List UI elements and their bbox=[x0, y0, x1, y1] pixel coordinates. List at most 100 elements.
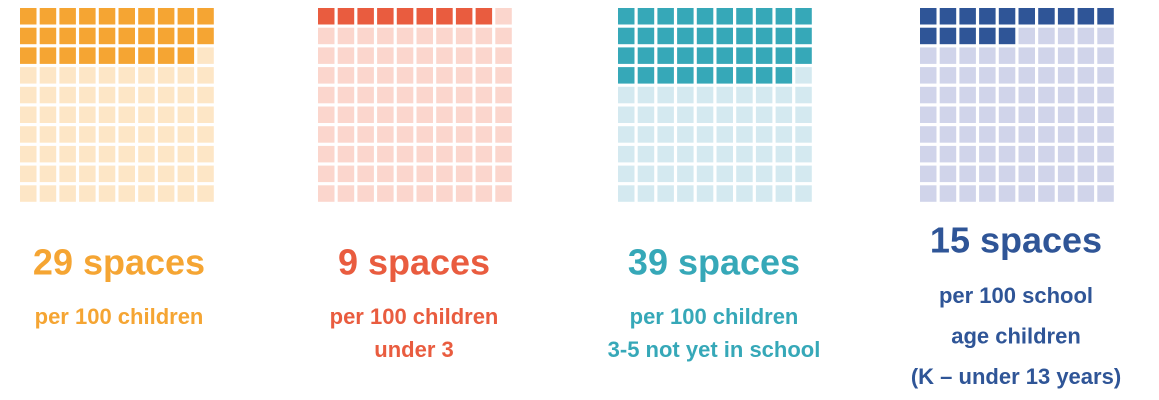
filled-cell bbox=[998, 8, 1016, 25]
empty-cell bbox=[716, 185, 733, 202]
empty-cell bbox=[337, 145, 355, 163]
empty-cell bbox=[118, 67, 135, 84]
empty-cell bbox=[416, 86, 433, 104]
empty-cell bbox=[1018, 165, 1035, 183]
empty-cell bbox=[157, 106, 175, 123]
empty-cell bbox=[495, 106, 512, 123]
empty-cell bbox=[657, 106, 674, 123]
empty-cell bbox=[795, 185, 812, 202]
empty-cell bbox=[939, 47, 957, 64]
empty-cell bbox=[455, 106, 473, 123]
empty-cell bbox=[197, 145, 214, 163]
empty-cell bbox=[396, 86, 414, 104]
empty-cell bbox=[98, 86, 116, 104]
empty-cell bbox=[197, 47, 214, 64]
empty-cell bbox=[1038, 27, 1055, 45]
filled-cell bbox=[157, 47, 175, 64]
empty-cell bbox=[495, 86, 512, 104]
empty-cell bbox=[455, 27, 473, 45]
empty-cell bbox=[755, 86, 773, 104]
empty-cell bbox=[436, 67, 453, 84]
empty-cell bbox=[1057, 165, 1075, 183]
filled-cell bbox=[1057, 8, 1075, 25]
empty-cell bbox=[959, 126, 976, 143]
empty-cell bbox=[39, 67, 57, 84]
empty-cell bbox=[1057, 106, 1075, 123]
filled-cell bbox=[716, 8, 733, 25]
empty-cell bbox=[177, 86, 195, 104]
empty-cell bbox=[138, 185, 155, 202]
empty-cell bbox=[357, 47, 374, 64]
empty-cell bbox=[318, 67, 335, 84]
empty-cell bbox=[696, 86, 714, 104]
empty-cell bbox=[1038, 106, 1055, 123]
filled-cell bbox=[59, 27, 76, 45]
empty-cell bbox=[959, 185, 976, 202]
filled-cell bbox=[637, 8, 655, 25]
empty-cell bbox=[1057, 145, 1075, 163]
empty-cell bbox=[357, 185, 374, 202]
filled-cell bbox=[79, 8, 96, 25]
empty-cell bbox=[39, 106, 57, 123]
filled-cell bbox=[920, 8, 937, 25]
empty-cell bbox=[1077, 47, 1095, 64]
filled-cell bbox=[736, 67, 753, 84]
empty-cell bbox=[337, 67, 355, 84]
filled-cell bbox=[979, 8, 996, 25]
empty-cell bbox=[755, 165, 773, 183]
empty-cell bbox=[979, 126, 996, 143]
empty-cell bbox=[657, 126, 674, 143]
filled-cell bbox=[618, 67, 635, 84]
empty-cell bbox=[959, 67, 976, 84]
empty-cell bbox=[716, 126, 733, 143]
empty-cell bbox=[1018, 106, 1035, 123]
filled-cell bbox=[455, 8, 473, 25]
empty-cell bbox=[979, 47, 996, 64]
empty-cell bbox=[138, 86, 155, 104]
empty-cell bbox=[337, 126, 355, 143]
empty-cell bbox=[1097, 185, 1114, 202]
empty-cell bbox=[696, 126, 714, 143]
empty-cell bbox=[1097, 106, 1114, 123]
filled-cell bbox=[696, 27, 714, 45]
filled-cell bbox=[20, 8, 37, 25]
empty-cell bbox=[495, 47, 512, 64]
empty-cell bbox=[396, 126, 414, 143]
empty-cell bbox=[39, 145, 57, 163]
filled-cell bbox=[318, 8, 335, 25]
empty-cell bbox=[436, 145, 453, 163]
filled-cell bbox=[436, 8, 453, 25]
empty-cell bbox=[337, 86, 355, 104]
empty-cell bbox=[1057, 67, 1075, 84]
empty-cell bbox=[795, 86, 812, 104]
empty-cell bbox=[775, 86, 793, 104]
empty-cell bbox=[197, 126, 214, 143]
empty-cell bbox=[1077, 86, 1095, 104]
filled-cell bbox=[197, 8, 214, 25]
empty-cell bbox=[959, 106, 976, 123]
empty-cell bbox=[775, 106, 793, 123]
filled-cell bbox=[795, 8, 812, 25]
empty-cell bbox=[1077, 145, 1095, 163]
filled-cell bbox=[98, 47, 116, 64]
empty-cell bbox=[396, 185, 414, 202]
empty-cell bbox=[377, 145, 394, 163]
empty-cell bbox=[1097, 126, 1114, 143]
empty-cell bbox=[657, 165, 674, 183]
empty-cell bbox=[416, 106, 433, 123]
empty-cell bbox=[677, 145, 694, 163]
empty-cell bbox=[177, 126, 195, 143]
filled-cell bbox=[755, 67, 773, 84]
filled-cell bbox=[696, 47, 714, 64]
empty-cell bbox=[436, 165, 453, 183]
filled-cell bbox=[755, 47, 773, 64]
empty-cell bbox=[337, 185, 355, 202]
empty-cell bbox=[436, 47, 453, 64]
filled-cell bbox=[618, 47, 635, 64]
empty-cell bbox=[436, 27, 453, 45]
filled-cell bbox=[416, 8, 433, 25]
filled-cell bbox=[716, 47, 733, 64]
headline: 39 spaces bbox=[628, 242, 800, 283]
filled-cell bbox=[177, 47, 195, 64]
empty-cell bbox=[1057, 27, 1075, 45]
